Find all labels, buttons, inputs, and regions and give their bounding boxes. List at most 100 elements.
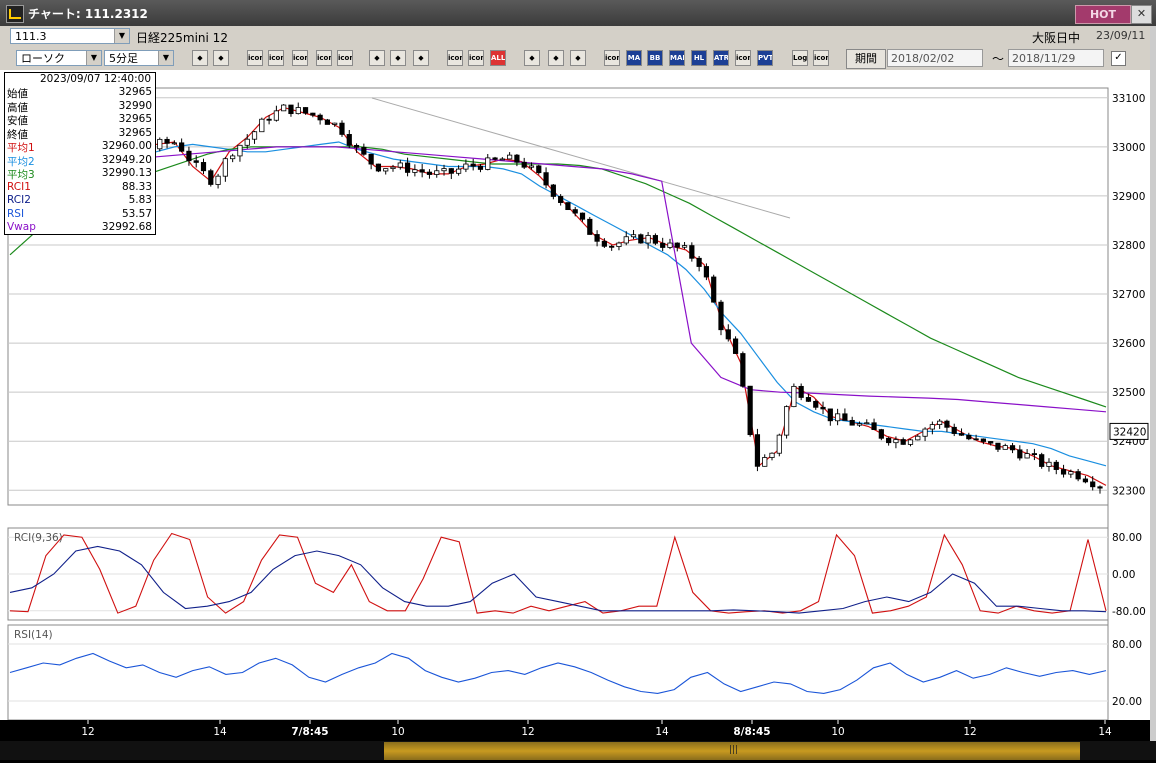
candle-body xyxy=(652,235,658,244)
candle-body xyxy=(193,160,199,163)
candle-body xyxy=(827,408,833,422)
toolbar-button-icon-e[interactable]: icon-e xyxy=(337,50,353,66)
candle-body xyxy=(324,119,331,125)
toolbar-button-icon-f[interactable]: icon-f xyxy=(447,50,463,66)
toolbar-button-log[interactable]: Log xyxy=(792,50,808,66)
zoom-icon[interactable]: ◆ xyxy=(192,50,208,66)
scrollbar-thumb[interactable] xyxy=(384,742,1080,760)
toolbar-button-all[interactable]: ALL xyxy=(490,50,506,66)
info-row: 始値 32965 xyxy=(7,86,152,100)
toolbar-button-atr[interactable]: ATR xyxy=(713,50,729,66)
candle-body xyxy=(456,168,462,174)
toolbar-button-icon-i[interactable]: icon-i xyxy=(735,50,751,66)
candle-body xyxy=(783,406,790,436)
candle-body xyxy=(995,442,1001,450)
toolbar-button-ma[interactable]: MA xyxy=(626,50,642,66)
candle-body xyxy=(762,457,768,467)
toolbar-button-pvt[interactable]: PVT xyxy=(757,50,773,66)
candle-body xyxy=(492,157,498,160)
trend-line xyxy=(371,97,791,219)
candle-body xyxy=(550,184,556,197)
candle-body xyxy=(740,353,746,387)
candle-body xyxy=(711,276,717,303)
price-tick-label: 32300 xyxy=(1112,485,1145,497)
candle-body xyxy=(463,163,469,170)
candle-body xyxy=(587,218,593,235)
candle-body xyxy=(448,168,454,174)
candle-body xyxy=(1017,449,1023,459)
info-value: 32965 xyxy=(118,113,152,125)
info-label: 平均3 xyxy=(7,169,35,181)
toolbar-button-hl[interactable]: HL xyxy=(691,50,707,66)
wrench-icon[interactable]: ◆ xyxy=(548,50,564,66)
date-to-field[interactable]: 2018/11/29 xyxy=(1008,49,1104,67)
candle-body xyxy=(1002,445,1008,450)
undo-icon[interactable]: ◆ xyxy=(413,50,429,66)
period-checkbox[interactable]: ✓ xyxy=(1111,51,1126,66)
candle-body xyxy=(754,434,761,467)
info-label: RCI2 xyxy=(7,194,31,206)
period-button[interactable]: 期間 xyxy=(846,49,886,69)
cursor-icon[interactable]: ◆ xyxy=(213,50,229,66)
pen-icon[interactable]: ◆ xyxy=(369,50,385,66)
candle-body xyxy=(434,170,440,175)
candle-body xyxy=(1097,486,1103,489)
chart-svg[interactable]: 3310033000329003280032700326003250032400… xyxy=(0,70,1156,760)
candle-body xyxy=(681,245,688,248)
toolbar-button-bb[interactable]: BB xyxy=(647,50,663,66)
candle-body xyxy=(412,169,418,173)
info-label: Vwap xyxy=(7,221,36,233)
toolbar-button-icon-g[interactable]: icon-g xyxy=(468,50,484,66)
candle-body xyxy=(638,234,644,244)
candle-body xyxy=(477,165,484,170)
candle-body xyxy=(157,138,163,150)
toolbar-button-icon-h[interactable]: icon-h xyxy=(604,50,620,66)
candle-body xyxy=(937,420,943,425)
info-label: 安値 xyxy=(7,115,28,127)
chart-type-select[interactable]: ローソク ▼ xyxy=(16,50,102,66)
x-tick-label: 12 xyxy=(963,726,976,738)
candle-body xyxy=(273,110,279,121)
price-tick-label: 33000 xyxy=(1112,142,1145,154)
symbol-code-select[interactable]: 111.3 ▼ xyxy=(10,28,130,44)
candle-body xyxy=(339,122,345,135)
toolbar-button-icon-d[interactable]: icon-d xyxy=(316,50,332,66)
palette-icon[interactable]: ◆ xyxy=(570,50,586,66)
candle-body xyxy=(222,158,228,177)
close-button[interactable]: ✕ xyxy=(1131,5,1152,24)
candle-body xyxy=(645,235,651,244)
candle-body xyxy=(1039,454,1045,467)
info-label: 平均1 xyxy=(7,142,35,154)
candle-body xyxy=(609,245,615,248)
candle-body xyxy=(1031,453,1038,455)
candle-body xyxy=(1053,461,1059,470)
candle-body xyxy=(951,426,957,434)
candle-body xyxy=(332,122,338,125)
candle-body xyxy=(798,385,804,398)
toolbar-button-icon-c[interactable]: icon-c xyxy=(292,50,308,66)
interval-select[interactable]: 5分足 ▼ xyxy=(104,50,174,66)
info-row: 高値 32990 xyxy=(7,100,152,114)
candle-body xyxy=(383,168,389,172)
toolbar-button-icon-a[interactable]: icon-a xyxy=(247,50,263,66)
arrow-icon[interactable]: ◆ xyxy=(390,50,406,66)
hot-button[interactable]: HOT xyxy=(1075,5,1131,24)
gear-icon[interactable]: ◆ xyxy=(524,50,540,66)
info-row: 平均3 32990.13 xyxy=(7,167,152,181)
x-tick-label: 7/8:45 xyxy=(291,726,328,738)
market-name: 大阪日中 xyxy=(1032,31,1081,45)
series-line-平均2 xyxy=(9,141,1107,467)
date-from-field[interactable]: 2018/02/02 xyxy=(887,49,983,67)
info-row: RCI1 88.33 xyxy=(7,181,152,195)
rci-panel-label: RCI(9,36) xyxy=(14,532,63,544)
candle-body xyxy=(507,154,513,160)
right-edge-strip xyxy=(1150,26,1156,760)
candle-body xyxy=(835,413,841,422)
info-row: 平均1 32960.00 xyxy=(7,140,152,154)
candle-body xyxy=(536,165,542,174)
toolbar-button-icon-j[interactable]: icon-j xyxy=(813,50,829,66)
toolbar-button-icon-b[interactable]: icon-b xyxy=(268,50,284,66)
toolbar-button-mae[interactable]: MAE xyxy=(669,50,685,66)
candle-body xyxy=(244,138,250,146)
candle-body xyxy=(769,452,775,458)
